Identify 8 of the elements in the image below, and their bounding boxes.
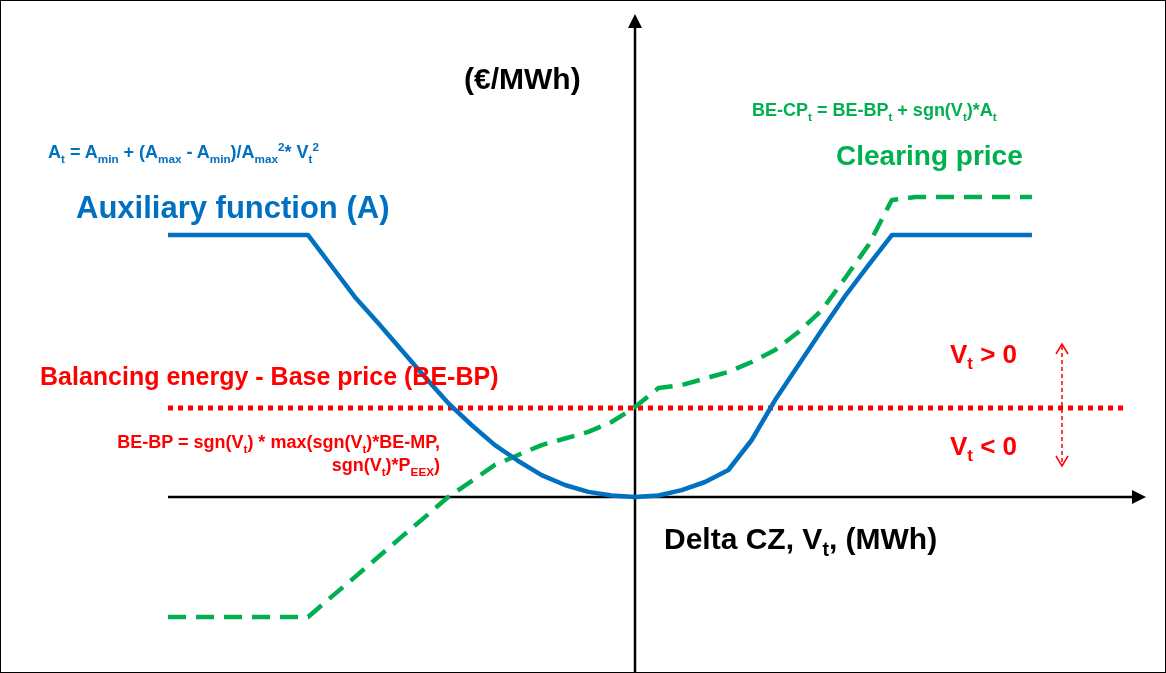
annotation: V$_{t}$ > 0 bbox=[950, 339, 1018, 374]
series-label: Auxiliary function (A) bbox=[76, 190, 390, 226]
x-axis-title: Delta CZ, V$_{t}$, (MWh) bbox=[664, 522, 938, 561]
text: BE-BP = sgn(V$_{t}$) * max(sgn(V$_{t}$)*BE-MP, sgn(V$_{t}$)*P$_{EEX}$) bbox=[117, 432, 440, 478]
y-axis-title: (€/MWh) bbox=[464, 62, 581, 97]
series-label: Clearing price bbox=[836, 140, 1023, 173]
text: BE-CP$_{t}$ = BE-BP$_{t}$ + sgn(V$_{t}$)*A$_{t}$ bbox=[752, 100, 997, 124]
annotation: V$_{t}$ < 0 bbox=[950, 431, 1018, 466]
